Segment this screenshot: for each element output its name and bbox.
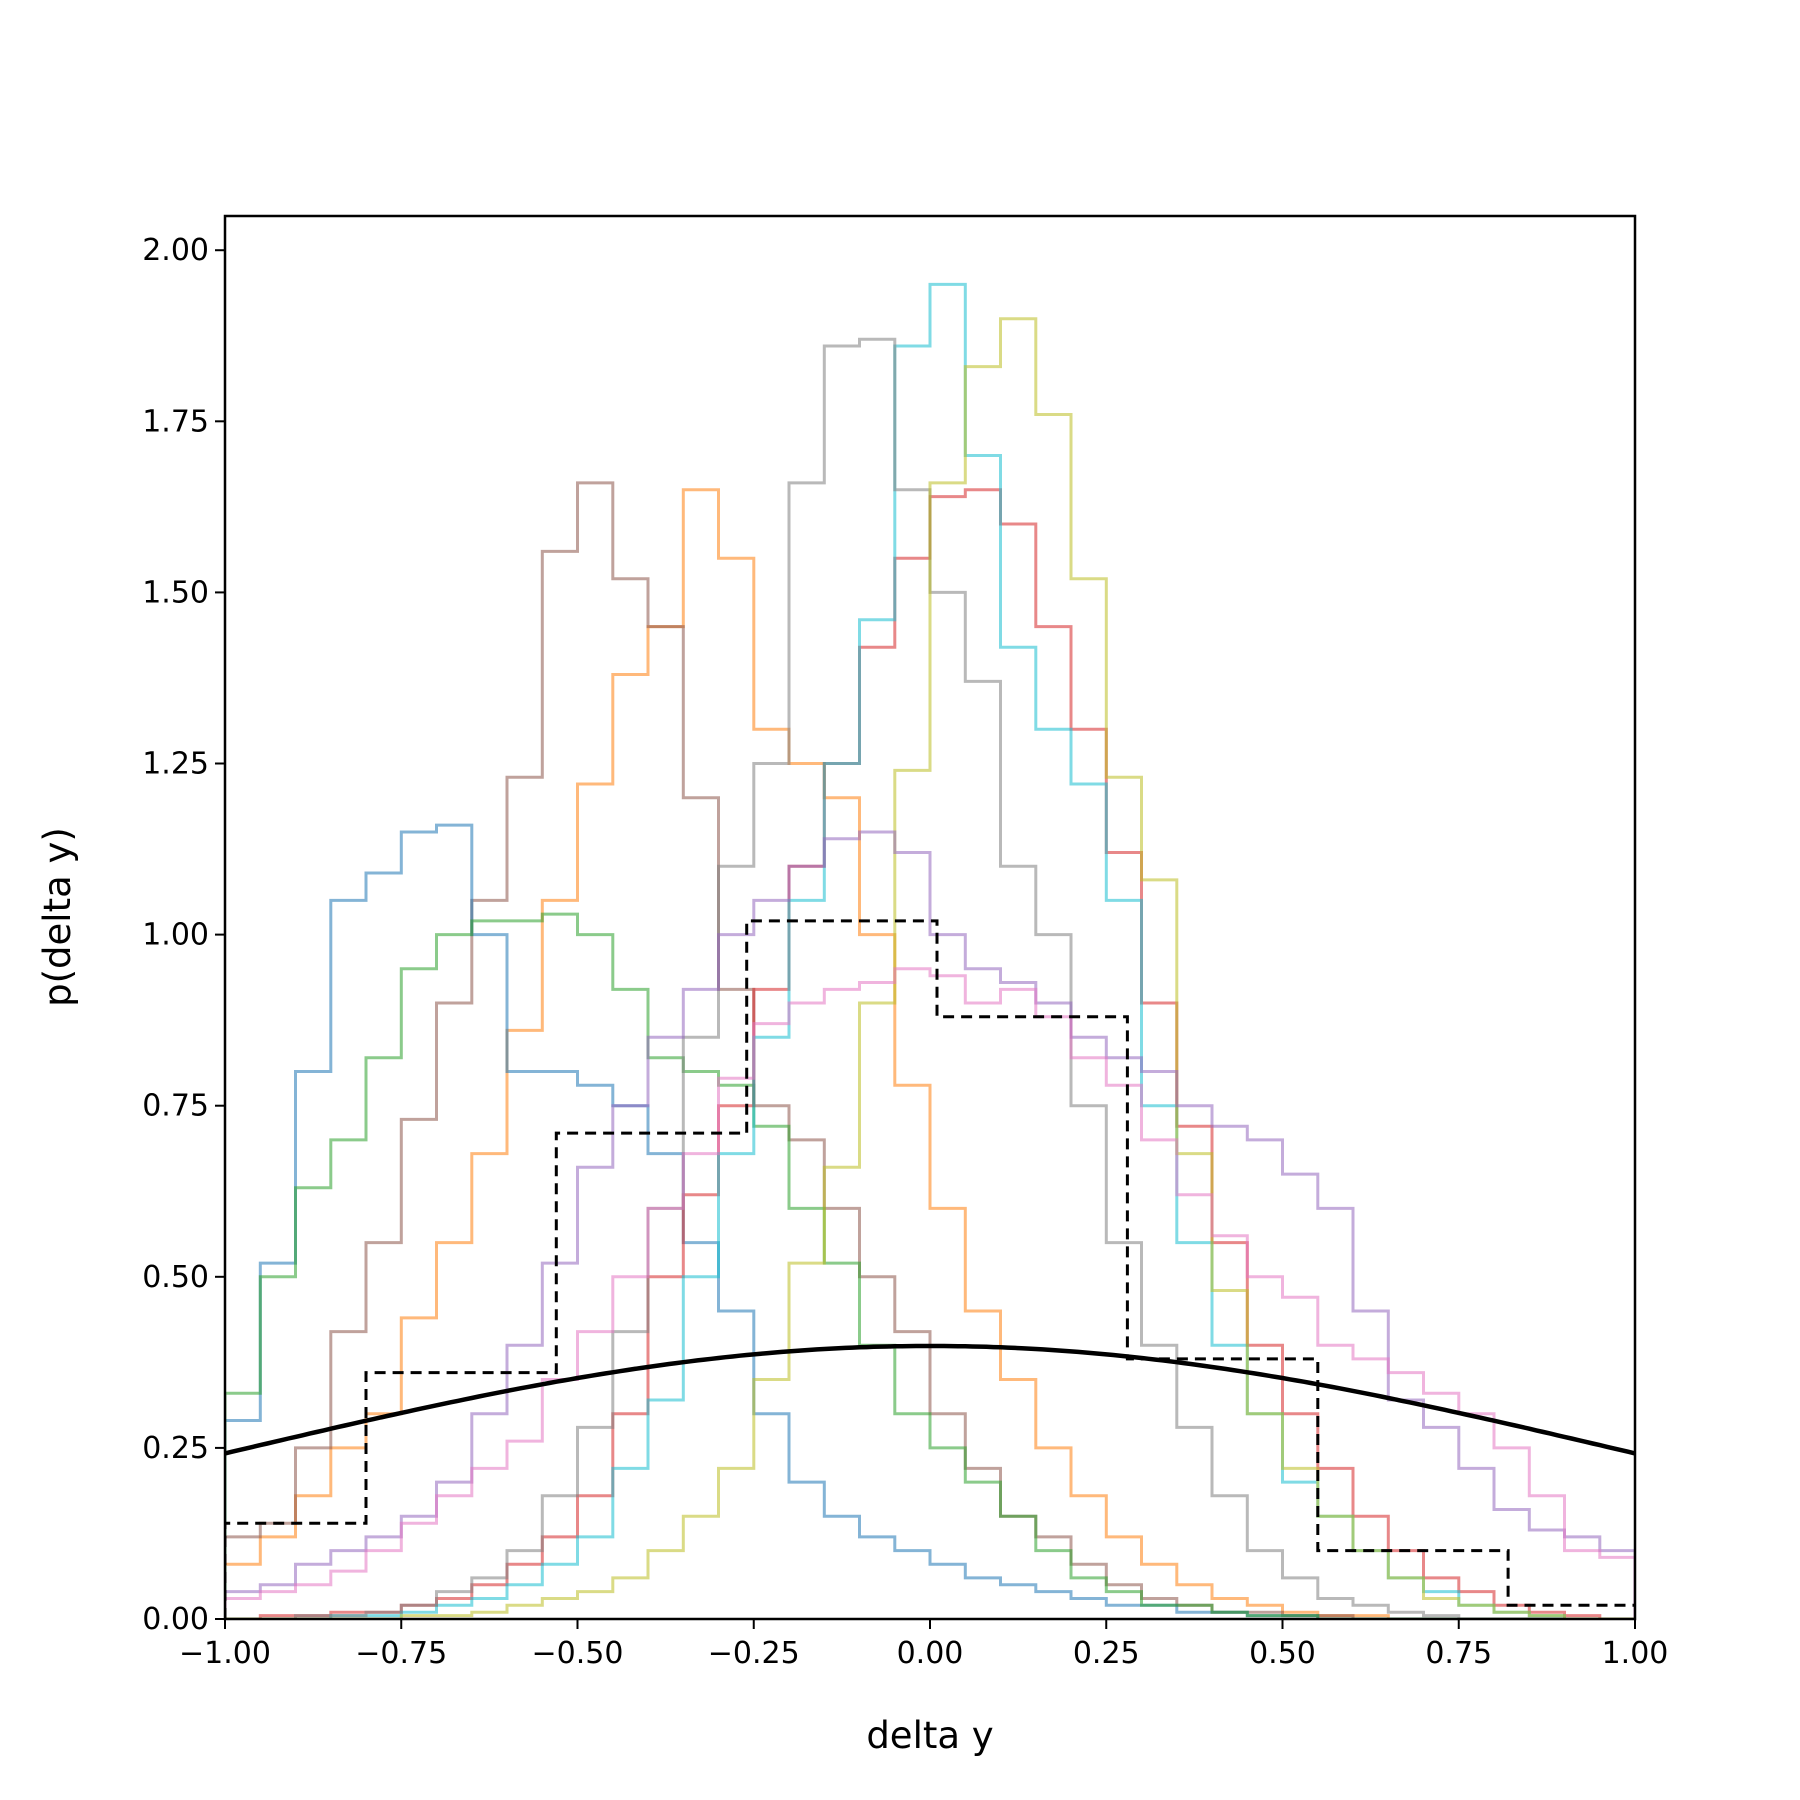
histogram-series-10 xyxy=(225,967,1635,1619)
y-tick-label: 0.25 xyxy=(142,1431,209,1466)
x-tick-label: −0.25 xyxy=(708,1636,800,1671)
x-axis-ticks: −1.00 −0.75 −0.50 −0.25 0.00 0.25 0.50 0.75 1.00 xyxy=(179,1619,1668,1671)
x-tick-label: −1.00 xyxy=(179,1636,271,1671)
y-tick-label: 1.25 xyxy=(142,747,209,782)
histogram-series-5 xyxy=(225,488,1635,1619)
y-tick-label: 0.00 xyxy=(142,1602,209,1637)
histogram-series-4 xyxy=(225,912,1635,1619)
x-tick-label: −0.50 xyxy=(532,1636,624,1671)
y-tick-label: 1.75 xyxy=(142,404,209,439)
x-tick-label: 1.00 xyxy=(1602,1636,1669,1671)
x-axis-label: delta y xyxy=(866,1714,993,1757)
y-tick-label: 1.50 xyxy=(142,575,209,610)
histogram-series-8 xyxy=(225,317,1635,1619)
y-tick-label: 0.50 xyxy=(142,1260,209,1295)
y-tick-label: 1.00 xyxy=(142,918,209,953)
x-tick-label: 0.00 xyxy=(897,1636,964,1671)
y-tick-label: 2.00 xyxy=(142,233,209,268)
histogram-series-2 xyxy=(225,481,1635,1619)
x-tick-label: −0.75 xyxy=(355,1636,447,1671)
curve-layer xyxy=(225,1343,1635,1456)
histogram-series-7 xyxy=(225,337,1635,1619)
histogram-dashed-series xyxy=(225,919,1635,1619)
y-axis-label: p(delta y) xyxy=(36,827,79,1007)
x-tick-label: 0.50 xyxy=(1249,1636,1316,1671)
series-layer xyxy=(225,282,1635,1619)
x-tick-label: 0.25 xyxy=(1073,1636,1140,1671)
y-axis-ticks: 0.00 0.25 0.50 0.75 1.00 1.25 1.50 1.75 2.00 xyxy=(142,233,225,1637)
gaussian-curve xyxy=(225,1343,1635,1456)
y-tick-label: 0.75 xyxy=(142,1089,209,1124)
x-tick-label: 0.75 xyxy=(1425,1636,1492,1671)
